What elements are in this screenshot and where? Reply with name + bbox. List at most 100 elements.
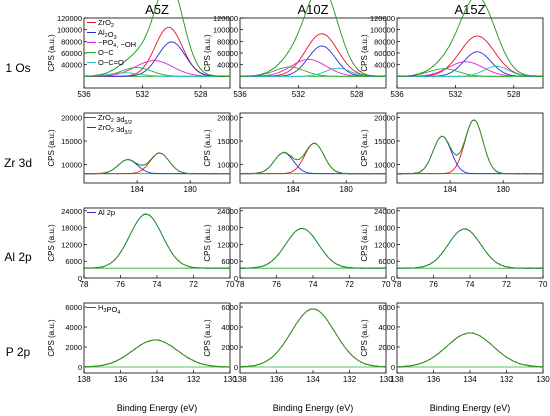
x-tick-label: 536 bbox=[233, 90, 247, 99]
y-tick-label: 12000 bbox=[374, 240, 395, 249]
x-tick-label: 180 bbox=[184, 185, 198, 194]
fit-envelope bbox=[396, 0, 543, 77]
plot-frame bbox=[83, 112, 231, 184]
x-tick-label: 130 bbox=[379, 375, 393, 384]
y-tick-label: 18000 bbox=[374, 224, 395, 233]
x-tick-label: 138 bbox=[390, 375, 404, 384]
y-tick-label: 120000 bbox=[57, 14, 82, 23]
y-axis-label: CPS (a.u.) bbox=[203, 224, 212, 262]
fit-envelope bbox=[240, 228, 386, 269]
x-tick-label: 72 bbox=[502, 280, 511, 289]
y-tick-label: 120000 bbox=[370, 14, 395, 23]
y-axis-label: CPS (a.u.) bbox=[203, 319, 212, 357]
component-curve bbox=[83, 72, 230, 77]
y-axis-label: CPS (a.u.) bbox=[47, 319, 56, 357]
component-curve bbox=[397, 119, 543, 175]
fit-envelope bbox=[397, 119, 543, 175]
y-tick-label: 20000 bbox=[61, 114, 82, 123]
y-tick-label: 0 bbox=[391, 363, 395, 372]
y-tick-label: 0 bbox=[78, 363, 82, 372]
component-curve bbox=[84, 41, 230, 77]
y-tick-label: 2000 bbox=[221, 343, 238, 352]
x-tick-label: 130 bbox=[536, 375, 550, 384]
y-tick-label: 0 bbox=[391, 274, 395, 283]
y-tick-label: 18000 bbox=[217, 224, 238, 233]
y-axis-label: CPS (a.u.) bbox=[360, 224, 369, 262]
y-tick-label: 15000 bbox=[61, 137, 82, 146]
y-tick-label: 12000 bbox=[61, 240, 82, 249]
y-tick-label: 6000 bbox=[378, 257, 395, 266]
legend-label: Al 2p bbox=[98, 208, 115, 217]
y-tick-label: 40000 bbox=[61, 61, 82, 70]
y-tick-label: 100000 bbox=[213, 26, 238, 35]
plot-grid: 536 532 528400006000080000100000120000CPS … bbox=[47, 0, 550, 384]
component-curve bbox=[396, 332, 544, 368]
y-axis-label: CPS (a.u.) bbox=[360, 319, 369, 357]
raw-spectrum bbox=[396, 332, 544, 368]
legend-label: H3PO4 bbox=[98, 303, 120, 316]
y-tick-label: 60000 bbox=[374, 49, 395, 58]
fit-envelope bbox=[240, 142, 386, 175]
plot-frame bbox=[396, 302, 544, 374]
panel-0-2: 536 532 528 40000 60000 80000 100000 120000 CPS … bbox=[360, 0, 544, 99]
x-tick-label: 528 bbox=[507, 90, 521, 99]
x-tick-label: 76 bbox=[116, 280, 125, 289]
x-tick-label: 78 bbox=[236, 280, 245, 289]
legend-label: ZrO2 bbox=[98, 18, 114, 29]
panel-3-1: 138 136 134 132 130 0 2000 4000 6000 CPS (a.u.) bbox=[203, 302, 393, 384]
x-tick-label: 532 bbox=[449, 90, 463, 99]
y-tick-label: 80000 bbox=[217, 37, 238, 46]
fit-envelope bbox=[84, 152, 230, 175]
column-title-a5z: A5Z bbox=[145, 2, 169, 17]
panel-0-0: 536 532 528 40000 60000 80000 100000 120000 CPS … bbox=[47, 0, 231, 99]
component-curve bbox=[397, 65, 544, 77]
x-tick-label: 70 bbox=[539, 280, 548, 289]
y-tick-label: 4000 bbox=[65, 323, 82, 332]
x-tick-label: 528 bbox=[350, 90, 364, 99]
x-tick-label: 134 bbox=[150, 375, 164, 384]
column-title-a10z: A10Z bbox=[297, 2, 328, 17]
component-curve bbox=[239, 66, 386, 77]
y-tick-label: 20000 bbox=[374, 114, 395, 123]
component-curve bbox=[240, 67, 386, 77]
row-label-al2p: Al 2p bbox=[4, 250, 32, 264]
column-title-a15z: A15Z bbox=[454, 2, 485, 17]
legend-label: Al2O3 bbox=[98, 28, 117, 41]
panel-1-2: 184 180 10000 15000 20000 CPS (a.u.) bbox=[360, 112, 544, 194]
y-tick-label: 80000 bbox=[61, 37, 82, 46]
x-tick-label: 130 bbox=[223, 375, 237, 384]
fit-envelope bbox=[397, 228, 543, 269]
y-tick-label: 12000 bbox=[217, 240, 238, 249]
fit-envelope bbox=[84, 213, 230, 269]
x-axis-label-a10z: Binding Energy (eV) bbox=[273, 403, 354, 413]
y-tick-label: 4000 bbox=[378, 323, 395, 332]
x-tick-label: 536 bbox=[77, 90, 91, 99]
panel-1-0: 184 180 10000 15000 20000 CPS (a.u.) ZrO2 3d5/… bbox=[47, 112, 231, 194]
x-tick-label: 74 bbox=[153, 280, 162, 289]
fit-envelope bbox=[83, 339, 231, 368]
x-tick-label: 184 bbox=[443, 185, 457, 194]
y-tick-label: 40000 bbox=[217, 61, 238, 70]
x-tick-label: 184 bbox=[130, 185, 144, 194]
plot-frame bbox=[396, 17, 544, 89]
x-tick-label: 76 bbox=[429, 280, 438, 289]
y-tick-label: 15000 bbox=[374, 137, 395, 146]
y-tick-label: 6000 bbox=[65, 303, 82, 312]
x-tick-label: 136 bbox=[270, 375, 284, 384]
y-axis-label: CPS (a.u.) bbox=[47, 224, 56, 262]
x-tick-label: 132 bbox=[187, 375, 201, 384]
panel-3-0: 138 136 134 132 130 0 2000 4000 6000 CPS (a.u.) H3… bbox=[47, 302, 237, 384]
x-tick-label: 76 bbox=[272, 280, 281, 289]
x-axis-label-a5z: Binding Energy (eV) bbox=[117, 403, 198, 413]
y-axis-label: CPS (a.u.) bbox=[47, 129, 56, 167]
row-label-o1s: 1 Os bbox=[5, 61, 30, 75]
x-tick-label: 180 bbox=[497, 185, 511, 194]
component-curve bbox=[397, 135, 543, 175]
x-tick-label: 536 bbox=[390, 90, 404, 99]
row-labels: 1 Os Zr 3d Al 2p P 2p bbox=[4, 61, 32, 359]
